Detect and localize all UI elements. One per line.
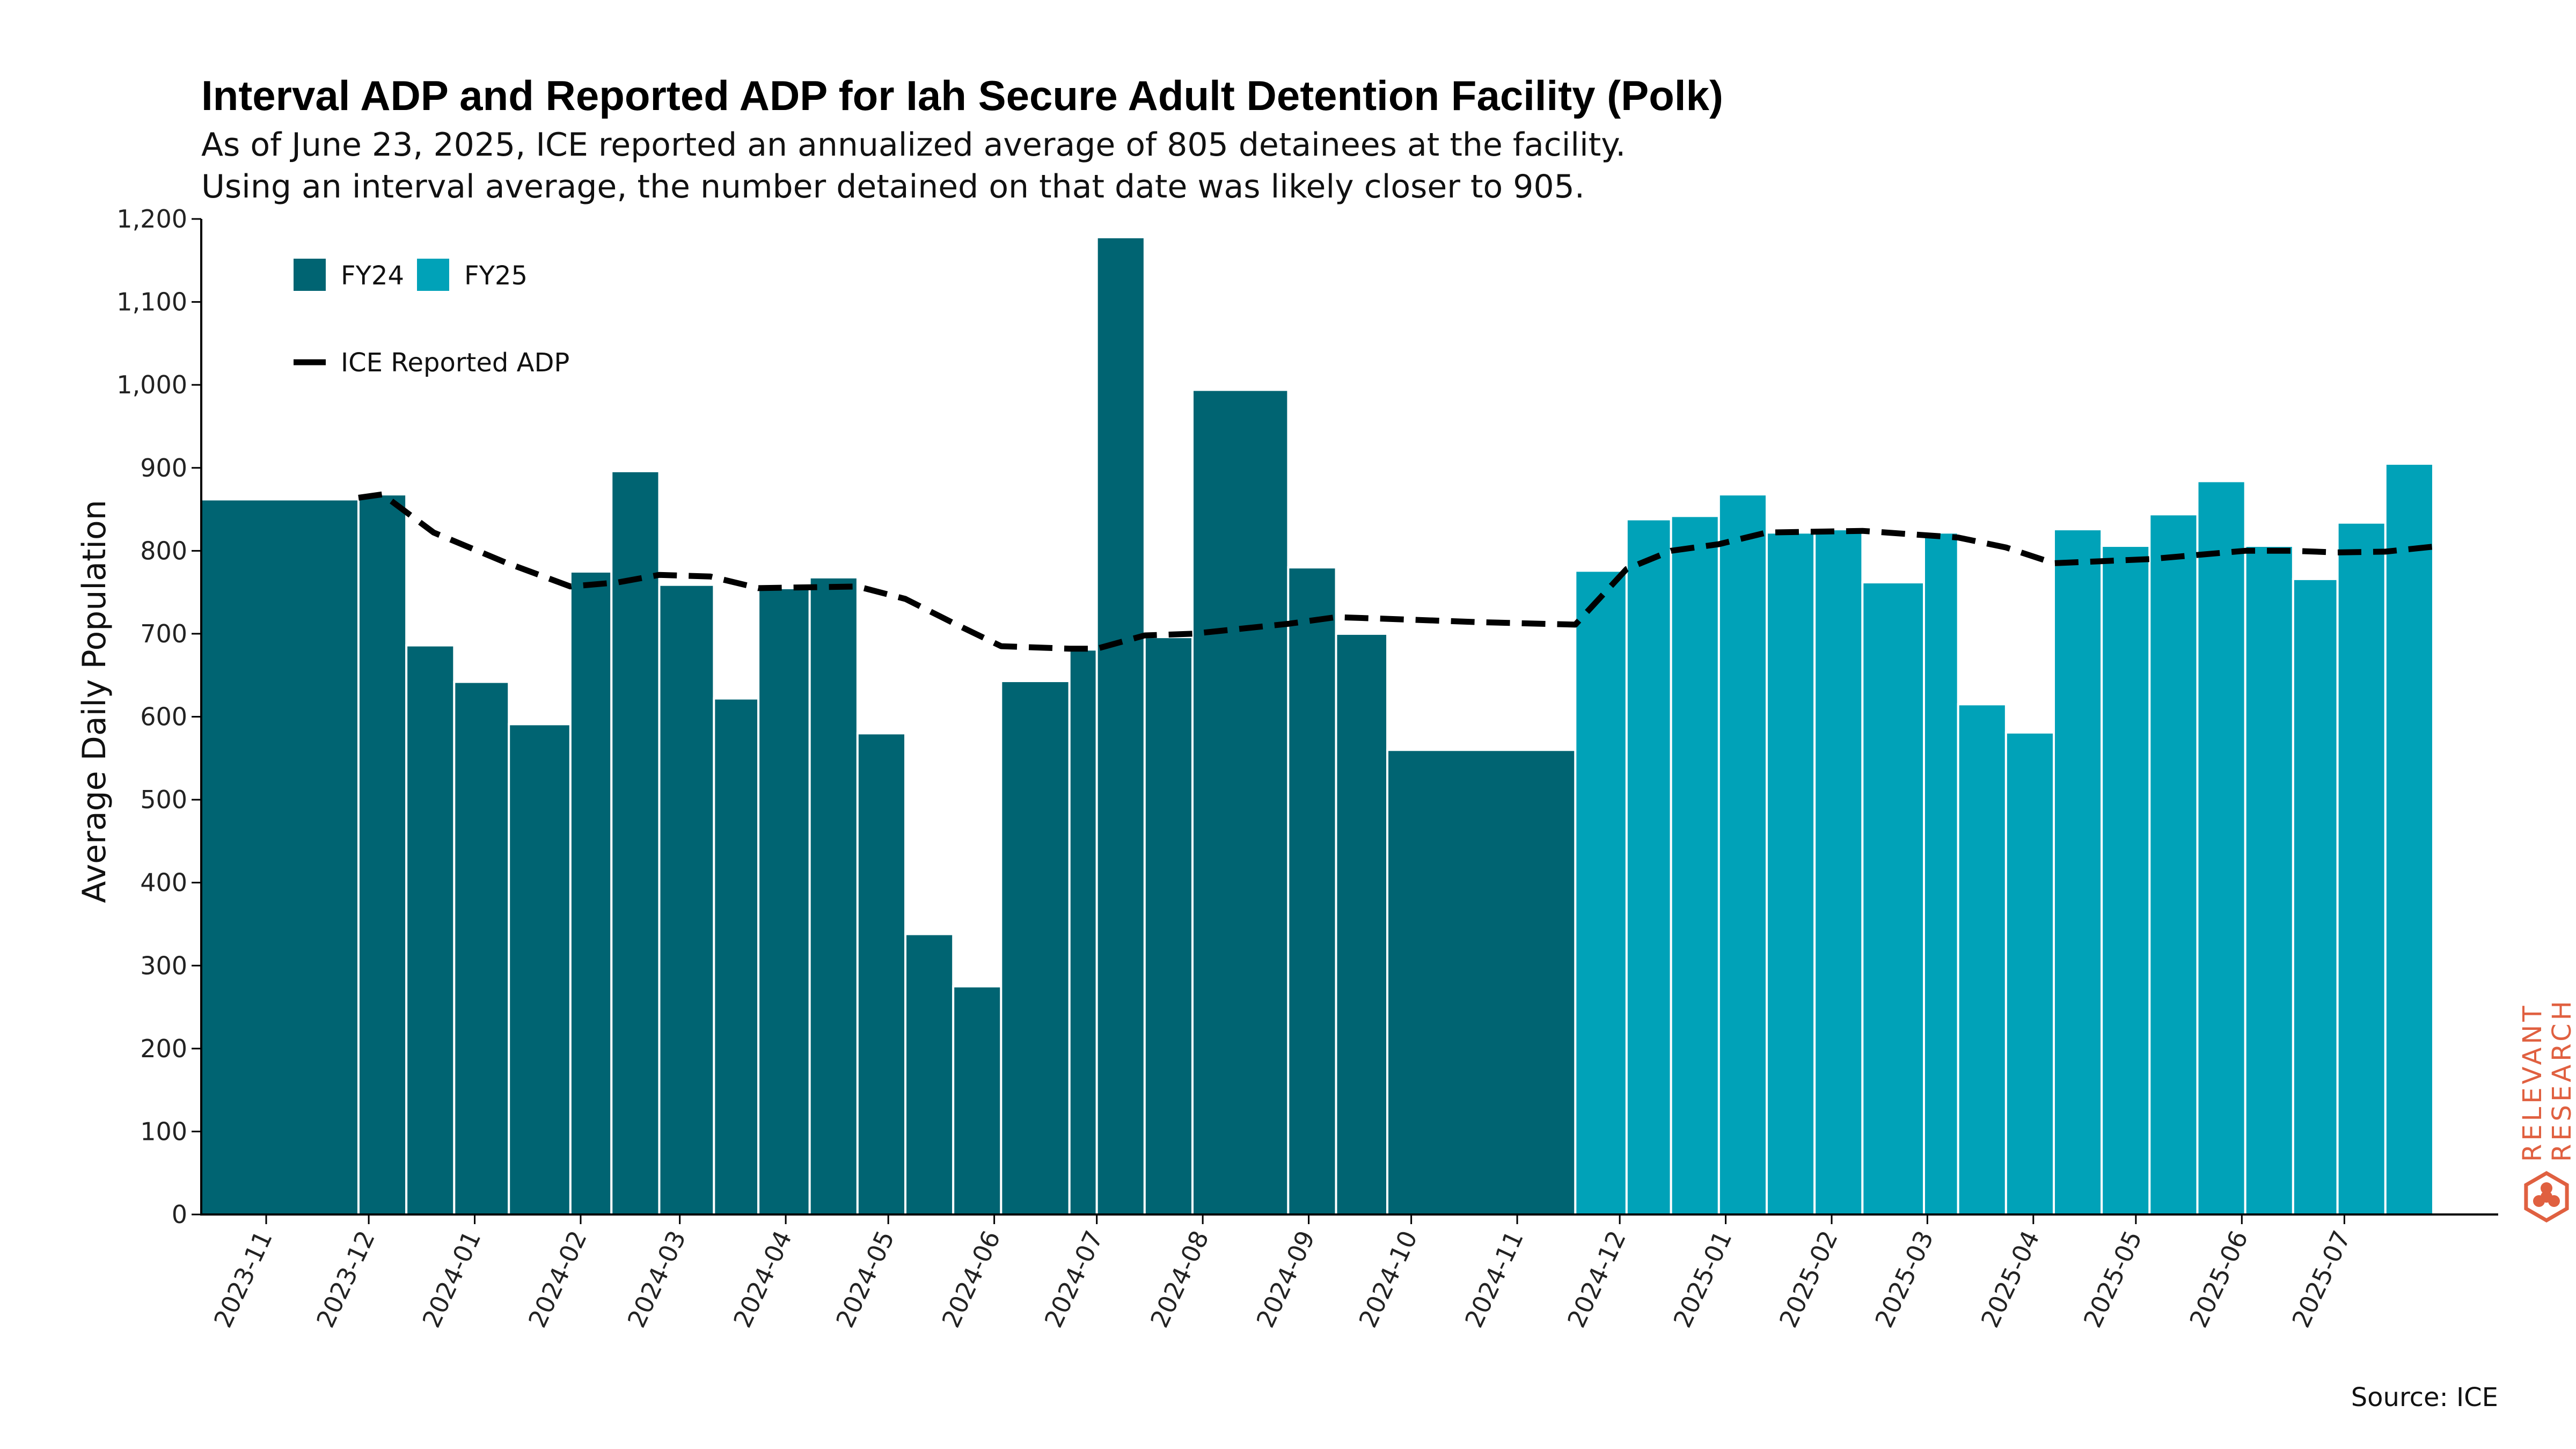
chart-title: Interval ADP and Reported ADP for Iah Se… [201, 72, 1723, 119]
y-tick-label: 100 [140, 1117, 187, 1146]
legend-label-fy24: FY24 [341, 261, 404, 291]
bar-fy24-9 [757, 587, 811, 1216]
bar-fy24-4 [508, 723, 572, 1216]
bar-fy25-17 [2384, 463, 2434, 1216]
bar-fy24-14 [1000, 680, 1071, 1216]
y-tick-label: 200 [140, 1034, 187, 1063]
bar-fy25-2 [1670, 515, 1720, 1216]
y-tick-label: 800 [140, 536, 187, 565]
bar-fy25-14 [2244, 545, 2294, 1216]
bar-fy25-9 [2004, 731, 2055, 1216]
bar-fy24-11 [856, 732, 907, 1216]
bar-fy25-3 [1717, 493, 1768, 1216]
reported-adp-line [358, 491, 2434, 652]
bar-fy24-12 [904, 933, 955, 1216]
bar-fy24-19 [1287, 566, 1337, 1216]
y-tick-label: 0 [172, 1200, 187, 1229]
legend-label-reported-adp: ICE Reported ADP [341, 348, 569, 378]
y-axis-label: Average Daily Population [76, 500, 113, 903]
bar-fy25-5 [1813, 528, 1864, 1216]
bar-fy24-7 [658, 583, 715, 1216]
bar-fy25-8 [1957, 703, 2007, 1216]
bar-fy24-3 [453, 680, 510, 1216]
bar-fy24-18 [1191, 389, 1290, 1216]
bar-fy25-7 [1923, 531, 1959, 1216]
bar-fy25-0 [1574, 569, 1628, 1216]
logo-dot-icon [2541, 1191, 2552, 1203]
y-tick-label: 400 [140, 868, 187, 897]
bar-fy25-12 [2148, 513, 2199, 1216]
reported-adp-line-group [358, 491, 2434, 652]
legend: FY24 FY25 ICE Reported ADP [294, 259, 569, 378]
bar-fy24-8 [713, 697, 760, 1216]
bar-fy25-1 [1625, 518, 1672, 1216]
relevant-research-logo: RELEVANT RESEARCH [2518, 998, 2576, 1223]
bar-fy24-10 [808, 576, 859, 1216]
legend-swatch-fy25 [417, 259, 449, 291]
bar-fy25-11 [2101, 545, 2151, 1216]
bar-fy24-17 [1143, 636, 1194, 1216]
bar-fy25-10 [2053, 528, 2103, 1216]
y-tick-label: 600 [140, 702, 187, 731]
logo-text-line-2: RESEARCH [2547, 998, 2576, 1162]
source-note: Source: ICE [2351, 1382, 2498, 1413]
bar-fy24-20 [1335, 632, 1389, 1216]
bar-fy24-1 [357, 493, 408, 1216]
bar-fy25-6 [1861, 581, 1926, 1216]
bar-fy25-15 [2292, 577, 2339, 1216]
chart-subtitle-line-2: Using an interval average, the number de… [201, 168, 1585, 206]
bar-fy25-13 [2196, 480, 2246, 1216]
bar-fy24-16 [1095, 236, 1146, 1216]
logo-hexagon-icon [2524, 1170, 2569, 1223]
y-tick-label: 700 [140, 619, 187, 648]
y-tick-label: 900 [140, 453, 187, 482]
bar-fy25-16 [2336, 521, 2387, 1216]
y-tick-label: 300 [140, 951, 187, 980]
bars-group [200, 236, 2434, 1216]
bar-fy24-5 [569, 570, 613, 1216]
bar-fy24-0 [200, 498, 360, 1216]
y-tick-label: 1,200 [116, 204, 187, 233]
y-tick-label: 500 [140, 785, 187, 814]
logo-dot-icon [2541, 1182, 2552, 1194]
y-tick-label: 1,100 [116, 288, 187, 317]
legend-swatch-fy24 [294, 259, 326, 291]
logo-text-line-1: RELEVANT [2518, 1002, 2548, 1162]
bar-fy24-15 [1068, 648, 1098, 1216]
chart-subtitle-line-1: As of June 23, 2025, ICE reported an ann… [201, 126, 1626, 164]
y-tick-label: 1,000 [116, 370, 187, 399]
bar-fy25-4 [1766, 531, 1816, 1216]
bar-fy24-13 [952, 985, 1002, 1216]
bar-fy24-2 [405, 644, 456, 1216]
legend-label-fy25: FY25 [464, 261, 528, 291]
bar-fy24-21 [1386, 749, 1577, 1216]
